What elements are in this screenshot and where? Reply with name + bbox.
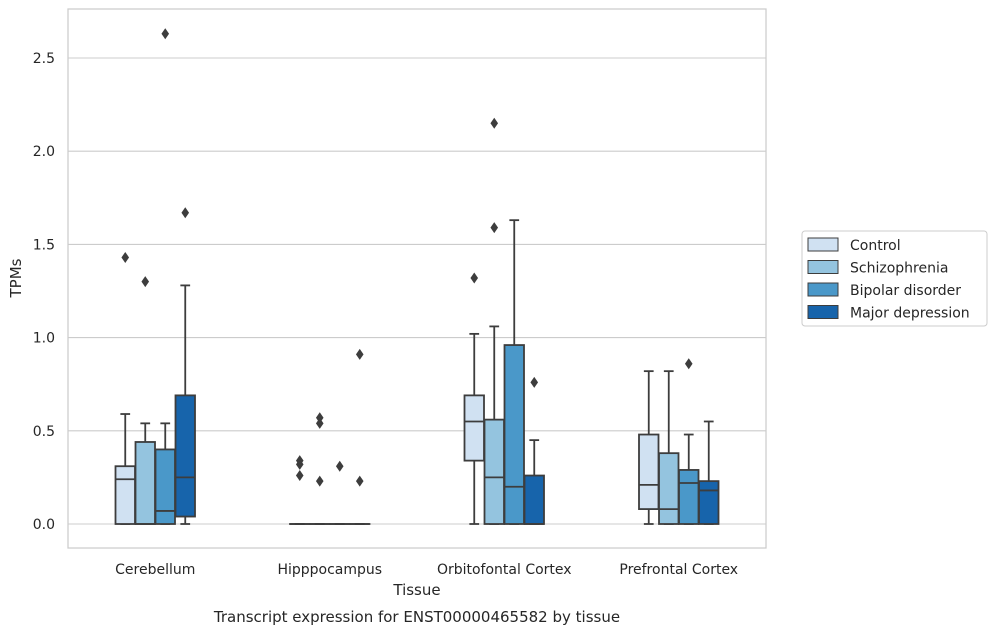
plot-frame [67, 8, 767, 549]
outlier-point [315, 412, 324, 424]
x-tick-label: Orbitofontal Cortex [437, 562, 572, 578]
box-body [638, 433, 660, 510]
y-tick-label: 0.0 [33, 517, 55, 533]
outlier-point [355, 348, 364, 360]
legend-label: Control [850, 238, 901, 254]
box-schizophrenia [309, 412, 331, 525]
y-axis-label: TPMs [7, 258, 25, 298]
box-schizophrenia [134, 276, 156, 525]
box-major-depression [523, 376, 545, 525]
box-body [154, 448, 176, 525]
box-body [114, 465, 136, 525]
outlier-point [181, 207, 190, 219]
box-body [658, 452, 680, 525]
box-body [134, 441, 156, 525]
box-body [678, 469, 700, 525]
box-major-depression [698, 420, 720, 525]
legend-label: Schizophrenia [850, 261, 948, 277]
x-axis-label: Tissue [392, 581, 440, 599]
box-control [638, 370, 660, 525]
outlier-point [141, 276, 150, 288]
x-tick-label: Cerebellum [115, 562, 195, 578]
box-schizophrenia [658, 370, 680, 525]
outlier-point [315, 475, 324, 487]
outlier-point [295, 470, 304, 482]
box-control [114, 251, 136, 525]
y-tick-label: 2.0 [33, 144, 55, 160]
legend-frame [801, 230, 988, 327]
x-tick-label: Hipppocampus [277, 562, 382, 578]
outlier-point [490, 117, 499, 129]
box-body [174, 394, 196, 518]
outlier-point [470, 272, 479, 284]
outlier-point [295, 455, 304, 467]
legend-label: Bipolar disorder [850, 283, 961, 299]
box-body [503, 344, 525, 525]
x-tick-label: Prefrontal Cortex [619, 562, 738, 578]
legend-label: Major depression [850, 306, 970, 322]
box-body [523, 474, 545, 525]
box-bipolar-disorder [154, 28, 176, 525]
outlier-point [335, 460, 344, 472]
y-tick-label: 1.0 [33, 331, 55, 347]
box-control [289, 455, 311, 525]
outlier-point [530, 376, 539, 388]
legend-swatch [807, 237, 839, 252]
outlier-point [161, 28, 170, 40]
box-bipolar-disorder [503, 219, 525, 525]
box-bipolar-disorder [329, 460, 351, 525]
box-series [114, 28, 720, 525]
box-major-depression [349, 348, 371, 525]
outlier-point [490, 222, 499, 234]
box-body [483, 418, 505, 525]
y-tick-label: 1.5 [33, 237, 55, 253]
y-tick-labels: 0.0 0.5 1.0 1.5 2.0 2.5 [33, 51, 55, 533]
box-schizophrenia [483, 117, 505, 525]
box-body [463, 394, 485, 462]
x-tick-labels: Cerebellum Hipppocampus Orbitofontal Corte… [115, 562, 738, 578]
legend-swatch [807, 282, 839, 297]
box-bipolar-disorder [678, 358, 700, 525]
y-tick-label: 0.5 [33, 424, 55, 440]
box-body [698, 480, 720, 525]
legend-swatch [807, 260, 839, 274]
chart-caption: Transcript expression for ENST0000046558… [213, 608, 620, 626]
box-major-depression [174, 207, 196, 525]
outlier-point [684, 358, 693, 370]
outlier-point [315, 417, 324, 429]
y-tick-label: 2.5 [33, 51, 55, 67]
box-control [463, 272, 485, 525]
legend: Control Schizophrenia Bipolar disorder Majo… [801, 230, 988, 327]
outlier-point [355, 475, 364, 487]
legend-swatch [807, 305, 839, 319]
outlier-point [121, 251, 130, 263]
